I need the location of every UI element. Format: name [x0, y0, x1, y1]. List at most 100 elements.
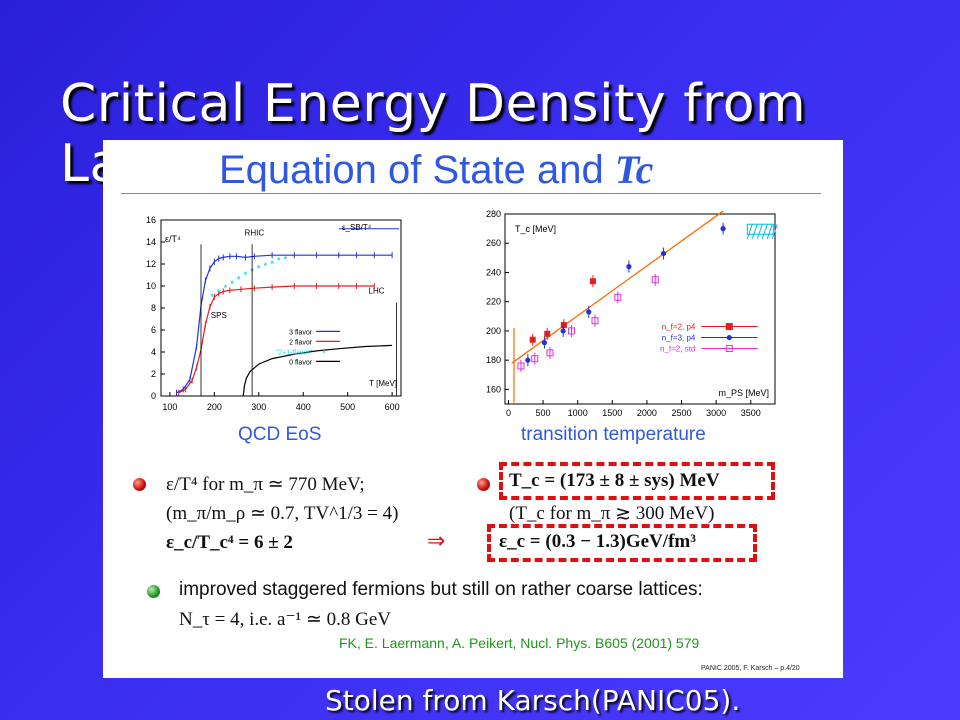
- y-axis-label: ε/T⁴: [165, 234, 181, 244]
- slide-caption: Stolen from Karsch(PANIC05).: [325, 684, 741, 717]
- y-tick-label: 220: [486, 297, 501, 307]
- chart-annotation: SPS: [211, 311, 227, 320]
- x-tick-label: 3500: [741, 408, 761, 418]
- legend-label: "2+1-flavor": [276, 349, 313, 356]
- y-tick-label: 10: [146, 281, 156, 291]
- x-axis-label: m_PS [MeV]: [718, 388, 769, 398]
- x-tick-label: 100: [162, 402, 177, 412]
- title-rule: [121, 193, 821, 194]
- x-tick-label: 2500: [672, 408, 692, 418]
- y-tick-label: 4: [151, 347, 156, 357]
- transition-temperature-chart: 0 500 1000 1500 2000 2500 3000 3500 160 180 200 220…: [486, 209, 778, 418]
- green-bullet-icon: [147, 585, 160, 598]
- legend-label: 0 flavor: [289, 359, 313, 366]
- two-plus-one-point: *: [284, 255, 288, 265]
- epsilon-highlight-box: [487, 524, 757, 562]
- y-tick-label: 200: [486, 326, 501, 336]
- left-bullet-line-2: (m_π/m_ρ ≃ 0.7, TV^1/3 = 4): [166, 503, 399, 524]
- data-point: [531, 355, 539, 363]
- legend-label: n_f=2, p4: [662, 323, 696, 332]
- hatch-line: [761, 224, 768, 240]
- legend-label: 2 flavor: [289, 339, 313, 346]
- x-tick-label: 1500: [602, 408, 622, 418]
- hatch-line: [751, 224, 758, 240]
- legend-label: 3 flavor: [289, 329, 313, 336]
- y-tick-label: 180: [486, 355, 501, 365]
- legend-label: n_f=2, std: [660, 345, 695, 354]
- panel-title-text: Equation of State and: [219, 148, 615, 192]
- series-line-3: [242, 344, 393, 397]
- hatch-line: [756, 224, 763, 240]
- y-tick-label: 260: [486, 238, 501, 248]
- qcd-eos-chart: 100 200 300 400 500 600 0 2 4 6 8 10 12 14 16 ε/T⁴ T [Me…: [146, 215, 402, 412]
- data-point: [591, 317, 599, 325]
- green-bullet-line-1: improved staggered fermions but still on…: [179, 579, 703, 601]
- two-plus-one-point: *: [264, 261, 268, 271]
- hatch-line: [771, 224, 778, 240]
- data-point: [546, 349, 554, 357]
- data-point: [517, 362, 525, 370]
- qcd-eos-caption: QCD EoS: [238, 424, 322, 445]
- right-bullet-line-3: ε_c = (0.3 − 1.3)GeV/fm³: [499, 531, 696, 552]
- x-tick-label: 3000: [706, 408, 726, 418]
- data-point: [560, 322, 567, 329]
- panel-title: Equation of State and Tc: [219, 146, 653, 193]
- two-plus-one-point: *: [257, 263, 261, 273]
- y-tick-label: 2: [151, 369, 156, 379]
- left-bullet-line-1: ε/T⁴ for m_π ≃ 770 MeV;: [166, 474, 365, 495]
- two-plus-one-point: *: [244, 270, 248, 280]
- data-point: [567, 327, 575, 335]
- green-bullet-text-1: improved staggered fermions but still on…: [179, 579, 703, 600]
- two-plus-one-point: *: [237, 274, 241, 284]
- chart-annotation: LHC: [369, 287, 385, 296]
- right-bullet-line-1: T_c = (173 ± 8 ± sys) MeV: [509, 470, 720, 491]
- hatched-band: [746, 223, 774, 235]
- y-tick-label: 14: [146, 237, 156, 247]
- transition-temperature-caption: transition temperature: [521, 424, 706, 445]
- x-axis-label: T [MeV]: [369, 379, 397, 388]
- legend-marker: *: [322, 348, 326, 358]
- data-point: [586, 309, 592, 315]
- data-point: [529, 336, 536, 343]
- data-point: [544, 330, 551, 337]
- red-bullet-icon: [477, 478, 490, 491]
- data-point: [560, 328, 566, 334]
- data-point: [720, 226, 726, 232]
- x-tick-label: 500: [536, 408, 551, 418]
- y-tick-label: 8: [151, 303, 156, 313]
- data-point: [541, 340, 548, 346]
- x-tick-label: 2000: [637, 408, 657, 418]
- plot-frame: [504, 213, 776, 405]
- legend-marker: [726, 334, 732, 341]
- y-axis-label: T_c [MeV]: [515, 224, 556, 234]
- legend-label: n_f=3, p4: [662, 334, 696, 343]
- x-tick-label: 1000: [568, 408, 588, 418]
- x-tick-label: 300: [251, 402, 266, 412]
- green-bullet-line-2: N_τ = 4, i.e. a⁻¹ ≃ 0.8 GeV: [179, 609, 391, 630]
- legend-marker: [725, 345, 733, 353]
- x-tick-label: 0: [506, 408, 511, 418]
- x-tick-label: 600: [385, 402, 400, 412]
- chart-annotation: RHIC: [245, 228, 265, 237]
- implies-arrow: ⇒: [427, 528, 446, 553]
- data-point: [660, 250, 667, 257]
- panel-title-symbol: Tc: [614, 147, 654, 192]
- data-point: [589, 278, 596, 285]
- x-tick-label: 400: [296, 402, 311, 412]
- data-point: [525, 357, 531, 363]
- data-point: [651, 276, 659, 284]
- y-tick-label: 0: [151, 391, 156, 401]
- two-plus-one-point: *: [230, 279, 234, 289]
- y-tick-label: 12: [146, 259, 156, 269]
- y-tick-label: 160: [486, 384, 501, 394]
- two-plus-one-point: *: [210, 292, 214, 302]
- hatch-line: [746, 224, 753, 240]
- two-plus-one-point: *: [270, 259, 274, 269]
- tc-highlight-box: [499, 462, 775, 500]
- hatch-line: [766, 224, 773, 240]
- y-tick-label: 240: [486, 267, 501, 277]
- two-plus-one-point: *: [217, 288, 221, 298]
- y-tick-label: 16: [146, 215, 156, 225]
- legend-marker: [725, 323, 733, 331]
- embedded-slide-panel: Equation of State and Tc 100 200 300 400 500…: [103, 140, 843, 678]
